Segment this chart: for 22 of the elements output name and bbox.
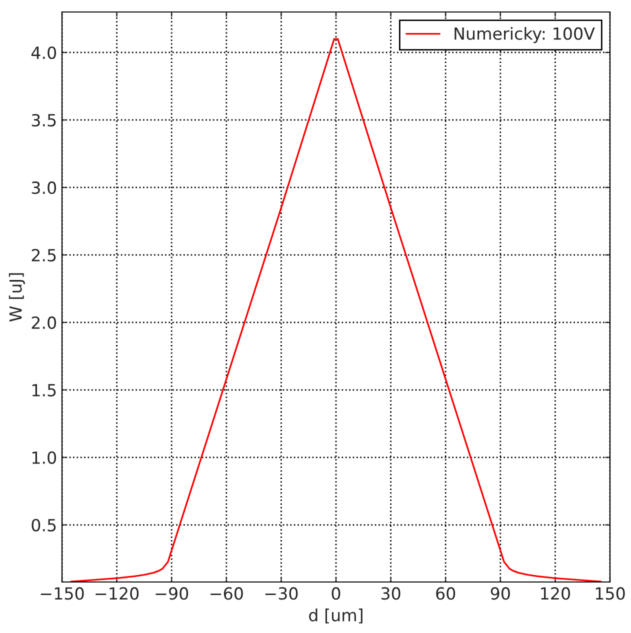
y-tick-label: 1.5 [32, 384, 56, 396]
y-tick-label: 1.0 [32, 451, 56, 464]
x-tick-label: 150 [596, 587, 625, 600]
x-tick-label: −60 [210, 587, 243, 600]
x-tick-label: −90 [156, 587, 188, 600]
x-axis-title: d [um] [309, 608, 362, 624]
legend-label: Numericky: 100V [454, 27, 595, 44]
y-tick-label: 0.5 [32, 518, 56, 532]
x-tick-label: 60 [436, 587, 456, 600]
x-tick-label: −150 [40, 587, 84, 600]
y-tick-label: 2.5 [32, 248, 56, 262]
x-tick-label: −30 [265, 587, 298, 600]
y-axis-title: W [uJ] [8, 273, 25, 322]
y-tick-label: 3.0 [32, 181, 56, 194]
x-tick-label: 0 [332, 587, 340, 600]
x-tick-label: 90 [490, 587, 510, 600]
x-tick-label: 120 [541, 587, 570, 600]
y-tick-label: 2.0 [32, 316, 56, 330]
x-tick-label: 30 [381, 587, 400, 600]
y-tick-label: 4.0 [31, 46, 56, 60]
y-tick-label: 3.5 [32, 114, 56, 127]
x-tick-label: −120 [96, 587, 139, 600]
